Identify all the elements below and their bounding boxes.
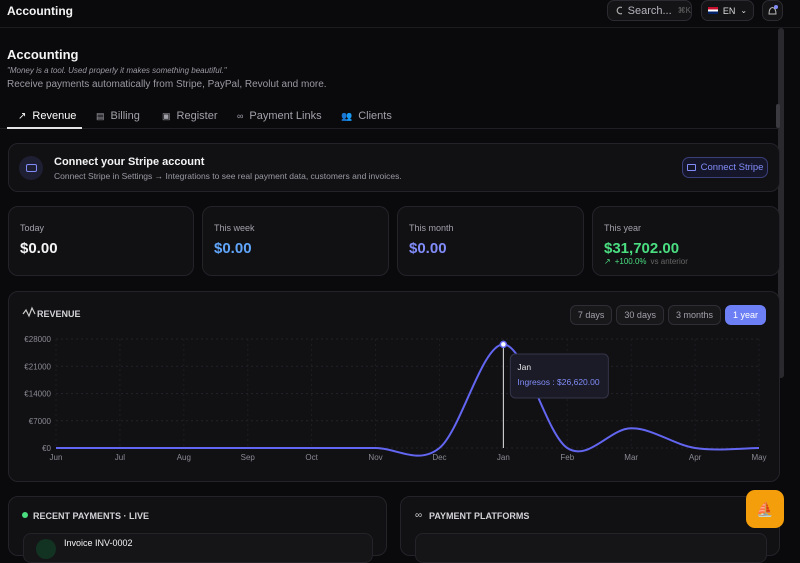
tab-divider xyxy=(0,128,779,129)
page-title: Accounting xyxy=(7,47,79,62)
language[interactable]: EN ⌄ xyxy=(701,0,754,21)
flag xyxy=(707,7,718,14)
assistant-button[interactable]: ⛵ xyxy=(746,490,784,528)
tab[interactable]: ∞ Payment Links xyxy=(237,110,322,122)
range-button[interactable]: 1 year xyxy=(724,305,766,325)
search-icon xyxy=(616,6,622,14)
section-title: PAYMENT PLATFORMS xyxy=(429,511,530,521)
range-button[interactable]: 3 months xyxy=(667,305,721,325)
stat-label: This week xyxy=(214,223,255,233)
connect-label: Connect Stripe xyxy=(700,162,764,173)
stat-card: Today $0.00 xyxy=(8,206,194,276)
search-placeholder: Search... xyxy=(627,4,672,17)
stat-value: $0.00 xyxy=(20,240,58,257)
tooltip-box xyxy=(509,353,609,399)
x-tick-label: Feb xyxy=(560,453,574,462)
stat-label: Today xyxy=(20,223,45,233)
recent-payments: RECENT PAYMENTS · LIVE Invoice INV-0002 xyxy=(8,496,387,563)
tooltip-text: Ingresos : $26,620.00 xyxy=(517,377,600,387)
stat-value: $0.00 xyxy=(409,240,447,257)
tab-label: Register xyxy=(176,110,218,122)
tab-label: Clients xyxy=(358,110,392,122)
tab[interactable]: 👥 Clients xyxy=(341,110,392,122)
stat-label: This year xyxy=(604,223,642,233)
topbar xyxy=(0,0,800,28)
y-tick-label: €28000 xyxy=(24,335,51,344)
x-tick-label: Jun xyxy=(50,453,63,462)
language-label: EN xyxy=(722,5,736,16)
scrollbar xyxy=(778,28,784,378)
x-tick-label: Mar xyxy=(624,453,638,462)
search[interactable]: Search... ⌘K xyxy=(607,0,692,21)
tab[interactable]: ▤ Billing xyxy=(96,110,140,122)
tooltip-title: Jan xyxy=(517,362,531,372)
range-buttons: 7 days 30 days 3 months 1 year xyxy=(569,305,766,325)
stat-card: This month $0.00 xyxy=(397,206,584,276)
x-tick-label: Jan xyxy=(497,453,510,462)
stat-card: This week $0.00 xyxy=(202,206,389,276)
revenue-chart: REVENUE €0 €7000 €14000 €21000 €28000 Jun Jul A… xyxy=(22,306,767,462)
tab-label: Billing xyxy=(110,110,140,122)
stripe-title: Connect your Stripe account xyxy=(54,156,205,168)
stat-label: This month xyxy=(409,223,454,233)
stat-card: This year $31,702.00 ↗ +100.0% vs anterior xyxy=(592,206,780,276)
payment-platforms: ∞ PAYMENT PLATFORMS xyxy=(400,496,780,563)
tab-label: Payment Links xyxy=(249,110,322,122)
range-button[interactable]: 7 days xyxy=(569,305,613,325)
y-tick-label: €14000 xyxy=(24,390,51,399)
payment-icon xyxy=(36,539,56,559)
x-tick-label: Oct xyxy=(305,453,318,462)
app-title: Accounting xyxy=(7,4,73,18)
bell xyxy=(768,4,778,14)
revenue-panel: REVENUE €0 €7000 €14000 €21000 €28000 Jun Jul A… xyxy=(8,291,780,482)
tab-indicator xyxy=(7,127,82,129)
x-tick-label: Nov xyxy=(368,453,382,462)
x-tick-label: Apr xyxy=(689,453,702,462)
change-note: vs anterior xyxy=(650,257,688,266)
range-button[interactable]: 30 days xyxy=(616,305,664,325)
stripe-card: Connect your Stripe account Connect Stri… xyxy=(8,143,780,192)
tab[interactable]: ↗ Revenue xyxy=(18,110,77,122)
revenue-icon xyxy=(22,306,36,318)
y-tick-label: €0 xyxy=(42,444,51,453)
x-tick-label: Jul xyxy=(115,453,125,462)
shortcut: ⌘K xyxy=(677,6,691,15)
revenue-line xyxy=(55,343,760,457)
live-dot xyxy=(22,512,28,518)
chart-title: REVENUE xyxy=(37,309,81,319)
y-tick-label: €21000 xyxy=(24,362,51,371)
y-tick-label: €7000 xyxy=(29,417,52,426)
x-tick-label: May xyxy=(751,453,766,462)
link-icon: ∞ xyxy=(415,510,423,521)
stat-value: $31,702.00 xyxy=(604,240,680,257)
tab[interactable]: ▣ Register xyxy=(162,110,218,122)
hover-point xyxy=(499,340,508,349)
x-tick-label: Dec xyxy=(432,453,446,462)
connect-button[interactable]: Connect Stripe xyxy=(682,157,768,178)
stripe-icon xyxy=(19,156,43,180)
payment-row[interactable]: Invoice INV-0002 xyxy=(23,533,373,563)
inner-scrollbar xyxy=(776,104,780,128)
stat-change: ↗ +100.0% vs anterior xyxy=(604,257,688,266)
notifications[interactable] xyxy=(762,0,783,21)
x-tick-label: Aug xyxy=(177,453,191,462)
x-tick-label: Sep xyxy=(241,453,256,462)
change-value: +100.0% xyxy=(614,257,647,266)
quote: "Money is a tool. Used properly it makes… xyxy=(7,66,227,75)
platform-row xyxy=(415,533,767,563)
subtitle: Receive payments automatically from Stri… xyxy=(7,79,327,90)
stat-value: $0.00 xyxy=(214,240,252,257)
tab-label: Revenue xyxy=(32,110,77,122)
stripe-text: Connect Stripe in Settings → Integration… xyxy=(54,171,402,181)
payment-label: Invoice INV-0002 xyxy=(64,538,133,548)
section-title: RECENT PAYMENTS · LIVE xyxy=(33,511,150,521)
